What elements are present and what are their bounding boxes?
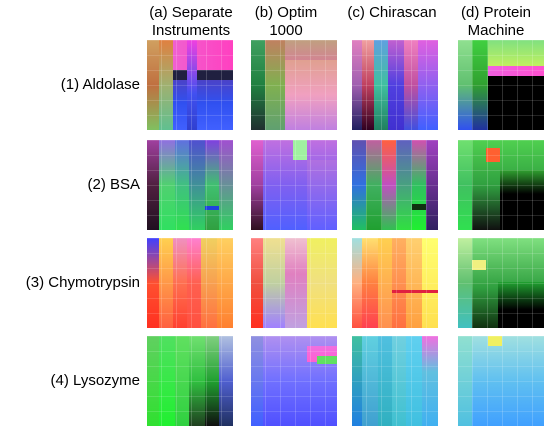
- column-header-b-line1: (b) Optim: [254, 4, 318, 21]
- panel-chymotrypsin-separate: [147, 238, 233, 328]
- panel-chymotrypsin-protein-machine: [458, 238, 544, 328]
- column-header-d-line2: Machine: [467, 22, 525, 39]
- column-header-a-line2: Instruments: [151, 22, 231, 39]
- row-label-chymotrypsin: (3) Chymotrypsin: [25, 274, 140, 291]
- panel-aldolase-protein-machine: [458, 40, 544, 130]
- column-header-c-line1: (c) Chirascan: [347, 4, 437, 21]
- column-header-b: (b) Optim 1000: [238, 4, 334, 40]
- column-header-b-line2: 1000: [269, 22, 303, 39]
- column-header-a: (a) Separate Instruments: [143, 4, 239, 40]
- panel-bsa-separate: [147, 140, 233, 230]
- row-label-lysozyme: (4) Lysozyme: [50, 372, 140, 389]
- column-header-d-line1: (d) Protein: [460, 4, 532, 21]
- panel-bsa-optim: [251, 140, 337, 230]
- column-header-c: (c) Chirascan: [344, 4, 440, 22]
- panel-lysozyme-chirascan: [352, 336, 438, 426]
- row-label-bsa: (2) BSA: [87, 176, 140, 193]
- panel-chymotrypsin-chirascan: [352, 238, 438, 328]
- panel-aldolase-separate: [147, 40, 233, 130]
- column-header-d: (d) Protein Machine: [448, 4, 544, 40]
- panel-aldolase-optim: [251, 40, 337, 130]
- panel-lysozyme-protein-machine: [458, 336, 544, 426]
- panel-lysozyme-optim: [251, 336, 337, 426]
- panel-bsa-protein-machine: [458, 140, 544, 230]
- panel-aldolase-chirascan: [352, 40, 438, 130]
- panel-bsa-chirascan: [352, 140, 438, 230]
- panel-lysozyme-separate: [147, 336, 233, 426]
- panel-chymotrypsin-optim: [251, 238, 337, 328]
- column-header-a-line1: (a) Separate: [149, 4, 233, 21]
- row-label-aldolase: (1) Aldolase: [60, 76, 140, 93]
